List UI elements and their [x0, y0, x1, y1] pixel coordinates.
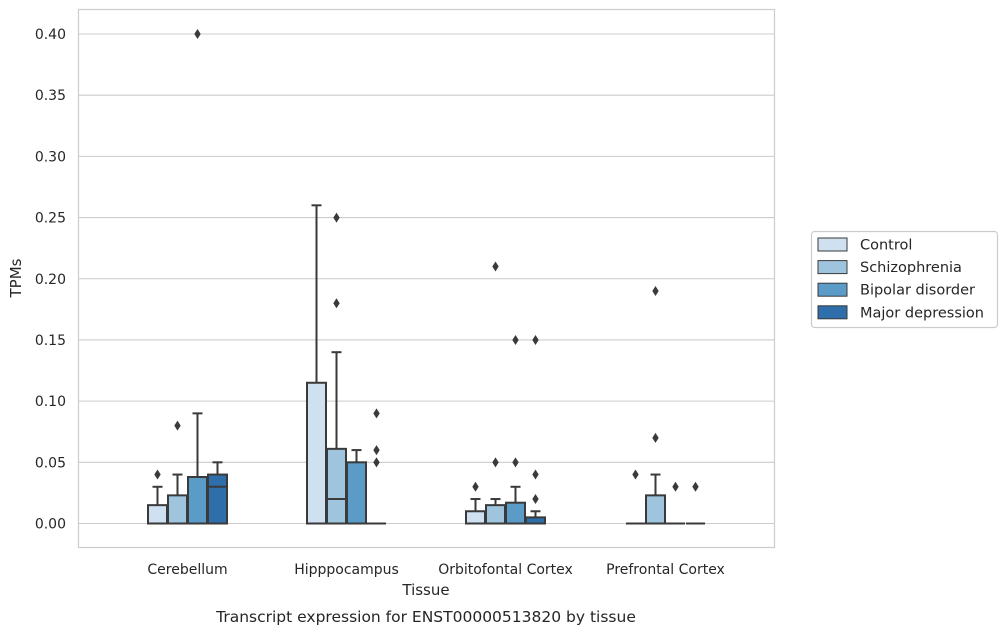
box-bipolar-disorder: [187, 29, 208, 525]
box-body: [306, 381, 327, 525]
x-tick-label: Orbitofontal Cortex: [438, 562, 573, 578]
box-control: [626, 469, 645, 525]
outlier-point: [373, 408, 380, 419]
box-body: [326, 447, 347, 525]
x-axis-label: Tissue: [401, 581, 449, 599]
outlier-point: [154, 469, 161, 480]
legend: Control Schizophrenia Bipolar disorder Majo…: [810, 230, 999, 329]
y-tick-label: 0.25: [35, 211, 66, 227]
box-control: [465, 481, 486, 525]
y-axis-label: TPMs: [7, 258, 25, 298]
x-tick-label: Hipppocampus: [294, 562, 399, 578]
box-major-depression: [525, 334, 546, 525]
box-schizophrenia: [485, 261, 506, 525]
outlier-point: [333, 298, 340, 309]
box-control: [147, 469, 168, 525]
outlier-point: [512, 334, 519, 345]
box-control: [306, 204, 327, 525]
outlier-point: [692, 481, 699, 492]
x-tick-label: Prefrontal Cortex: [606, 562, 725, 578]
y-tick-label: 0.00: [35, 517, 66, 533]
plot-area: [77, 8, 776, 549]
y-tick-label: 0.20: [35, 272, 66, 288]
y-tick-label: 0.10: [35, 394, 66, 410]
box-bipolar-disorder: [505, 334, 526, 525]
box-body: [485, 504, 506, 525]
box-body: [505, 501, 526, 525]
legend-label: Bipolar disorder: [860, 283, 975, 299]
y-tick-label: 0.35: [35, 88, 66, 104]
outlier-point: [532, 334, 539, 345]
y-axis-ticks: 0.00 0.05 0.10 0.15 0.20 0.25 0.30 0.35 0.40: [35, 27, 66, 533]
box-body: [187, 475, 208, 525]
box-body: [346, 461, 367, 525]
outlier-point: [672, 481, 679, 492]
outlier-point: [632, 469, 639, 480]
box-major-depression: [686, 481, 705, 525]
box-body: [147, 504, 168, 525]
box-body: [645, 494, 666, 525]
box-body: [167, 494, 188, 525]
outlier-point: [194, 29, 201, 39]
outlier-point: [333, 212, 340, 223]
legend-label: Major depression: [860, 305, 984, 321]
outlier-point: [492, 261, 499, 272]
legend-label: Schizophrenia: [860, 260, 962, 276]
legend-swatch: [817, 305, 848, 320]
box-major-depression: [207, 461, 228, 525]
y-tick-label: 0.40: [35, 27, 66, 43]
outlier-point: [472, 481, 479, 492]
box-body: [207, 473, 228, 525]
legend-swatch: [817, 282, 848, 297]
outlier-point: [532, 469, 539, 480]
outlier-point: [373, 445, 380, 456]
boxes-group: [147, 29, 705, 525]
legend-swatch: [817, 237, 848, 252]
outlier-point: [492, 457, 499, 468]
box-bipolar-disorder: [666, 481, 685, 525]
box-major-depression: [367, 408, 386, 525]
outlier-point: [373, 457, 380, 468]
legend-label: Control: [860, 238, 912, 254]
y-tick-label: 0.30: [35, 149, 66, 165]
x-axis-ticks: Cerebellum Hipppocampus Orbitofontal Corte…: [147, 562, 724, 578]
outlier-point: [512, 457, 519, 468]
chart-caption: Transcript expression for ENST0000051382…: [215, 608, 636, 626]
x-tick-label: Cerebellum: [147, 562, 227, 578]
outlier-point: [652, 285, 659, 296]
box-body: [465, 510, 486, 525]
grid-lines: [78, 33, 775, 525]
box-schizophrenia: [167, 420, 188, 525]
outlier-point: [652, 432, 659, 443]
box-bipolar-disorder: [346, 449, 367, 525]
box-schizophrenia: [645, 285, 666, 525]
y-tick-label: 0.05: [35, 455, 66, 471]
outlier-point: [174, 420, 181, 431]
legend-frame: [810, 230, 999, 329]
box-schizophrenia: [326, 212, 347, 525]
outlier-point: [532, 494, 539, 505]
y-tick-label: 0.15: [35, 333, 66, 349]
legend-swatch: [817, 260, 848, 275]
